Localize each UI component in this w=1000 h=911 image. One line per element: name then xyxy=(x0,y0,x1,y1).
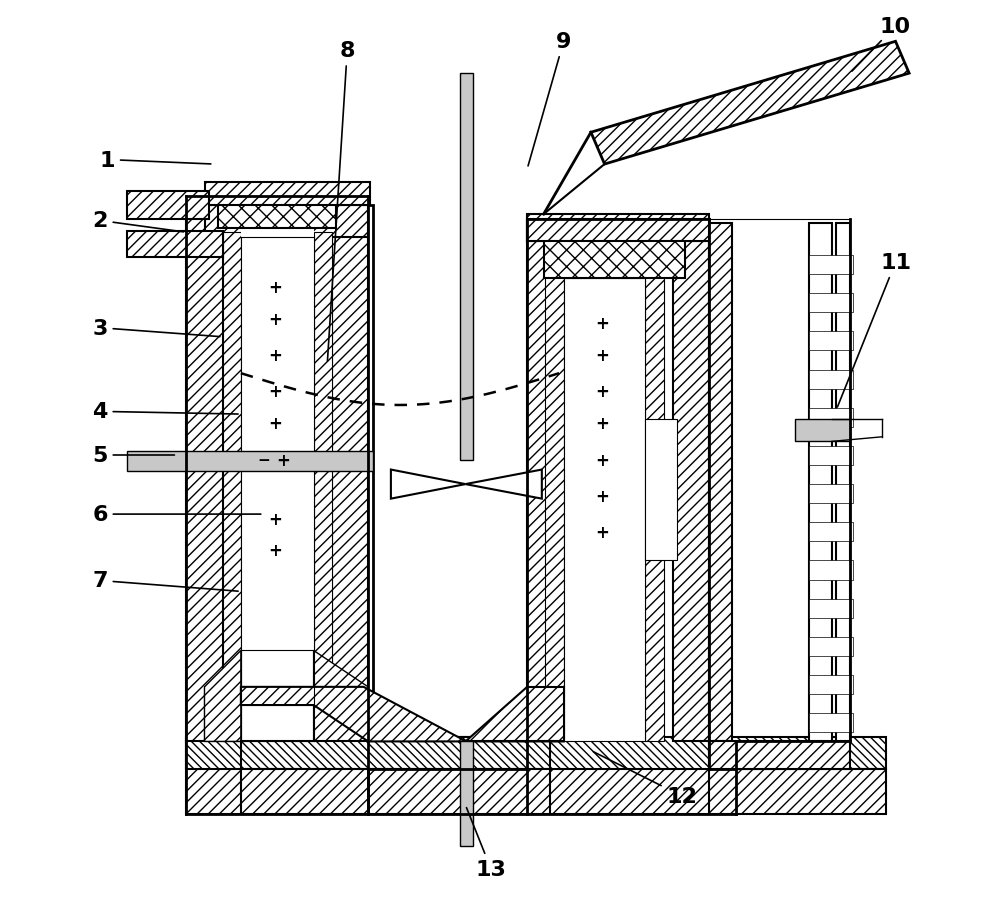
Bar xyxy=(809,485,853,504)
Bar xyxy=(127,452,373,472)
Bar xyxy=(314,233,332,742)
Text: +: + xyxy=(268,510,282,528)
Bar xyxy=(127,192,209,220)
Bar xyxy=(709,224,732,742)
Bar xyxy=(673,220,709,742)
Text: 1: 1 xyxy=(99,150,211,170)
Bar xyxy=(809,637,853,656)
Bar xyxy=(809,332,853,351)
Text: 13: 13 xyxy=(466,808,506,879)
Text: +: + xyxy=(276,451,290,469)
Bar xyxy=(795,419,850,442)
Polygon shape xyxy=(241,650,314,742)
Text: +: + xyxy=(268,415,282,433)
Text: 4: 4 xyxy=(92,402,238,422)
Text: 7: 7 xyxy=(92,571,238,591)
Bar xyxy=(809,561,853,580)
Text: +: + xyxy=(268,279,282,296)
Text: +: + xyxy=(268,311,282,328)
Polygon shape xyxy=(466,687,564,742)
Bar xyxy=(809,256,853,275)
Bar xyxy=(809,523,853,542)
Polygon shape xyxy=(466,687,564,742)
Text: +: + xyxy=(268,346,282,364)
Bar xyxy=(368,742,527,769)
Bar xyxy=(332,206,368,742)
Bar xyxy=(709,742,850,769)
Polygon shape xyxy=(591,42,909,165)
Bar xyxy=(218,192,336,229)
Bar xyxy=(809,675,853,694)
Polygon shape xyxy=(205,650,241,742)
Text: +: + xyxy=(595,415,609,433)
Bar xyxy=(809,224,832,742)
Text: −: − xyxy=(257,453,270,467)
Text: +: + xyxy=(268,542,282,560)
Text: 10: 10 xyxy=(852,16,911,72)
Text: +: + xyxy=(595,315,609,333)
Text: +: + xyxy=(595,383,609,401)
Polygon shape xyxy=(241,687,466,742)
Text: 2: 2 xyxy=(92,211,184,232)
Text: +: + xyxy=(595,346,609,364)
Bar xyxy=(223,233,241,742)
Bar xyxy=(809,599,853,618)
Bar xyxy=(460,74,473,460)
Bar xyxy=(809,446,853,466)
Bar xyxy=(460,742,473,846)
Bar xyxy=(527,215,709,242)
Bar xyxy=(809,370,853,389)
Bar xyxy=(527,220,709,242)
Text: +: + xyxy=(595,487,609,506)
Text: 12: 12 xyxy=(593,752,697,806)
Bar xyxy=(809,713,853,732)
Bar xyxy=(809,408,853,427)
Text: 6: 6 xyxy=(92,505,261,525)
Text: 9: 9 xyxy=(528,32,571,167)
Polygon shape xyxy=(465,470,542,499)
Text: 3: 3 xyxy=(92,318,220,338)
Bar xyxy=(545,270,564,742)
Text: +: + xyxy=(595,524,609,542)
Text: +: + xyxy=(595,451,609,469)
Bar xyxy=(527,220,564,742)
Bar xyxy=(809,294,853,312)
Bar xyxy=(186,206,223,742)
Polygon shape xyxy=(391,470,465,499)
Bar xyxy=(564,270,645,742)
Bar xyxy=(205,206,368,238)
Bar xyxy=(709,769,886,814)
Bar xyxy=(544,235,685,279)
Bar xyxy=(186,737,541,769)
Text: 8: 8 xyxy=(327,41,355,362)
Bar xyxy=(241,229,314,742)
Text: 5: 5 xyxy=(92,445,174,466)
Bar xyxy=(368,769,527,814)
Text: +: + xyxy=(268,383,282,401)
Bar xyxy=(241,769,550,814)
Polygon shape xyxy=(314,650,368,742)
Bar xyxy=(205,183,370,206)
Bar xyxy=(709,737,886,769)
Bar xyxy=(645,419,677,560)
Bar xyxy=(836,224,850,742)
Bar xyxy=(186,742,541,814)
Bar xyxy=(645,270,664,742)
Bar xyxy=(186,206,373,742)
Bar xyxy=(127,232,223,258)
Bar xyxy=(436,737,727,769)
Bar xyxy=(436,742,736,814)
Bar xyxy=(205,687,368,742)
Text: 11: 11 xyxy=(837,253,911,407)
Bar xyxy=(241,742,550,769)
